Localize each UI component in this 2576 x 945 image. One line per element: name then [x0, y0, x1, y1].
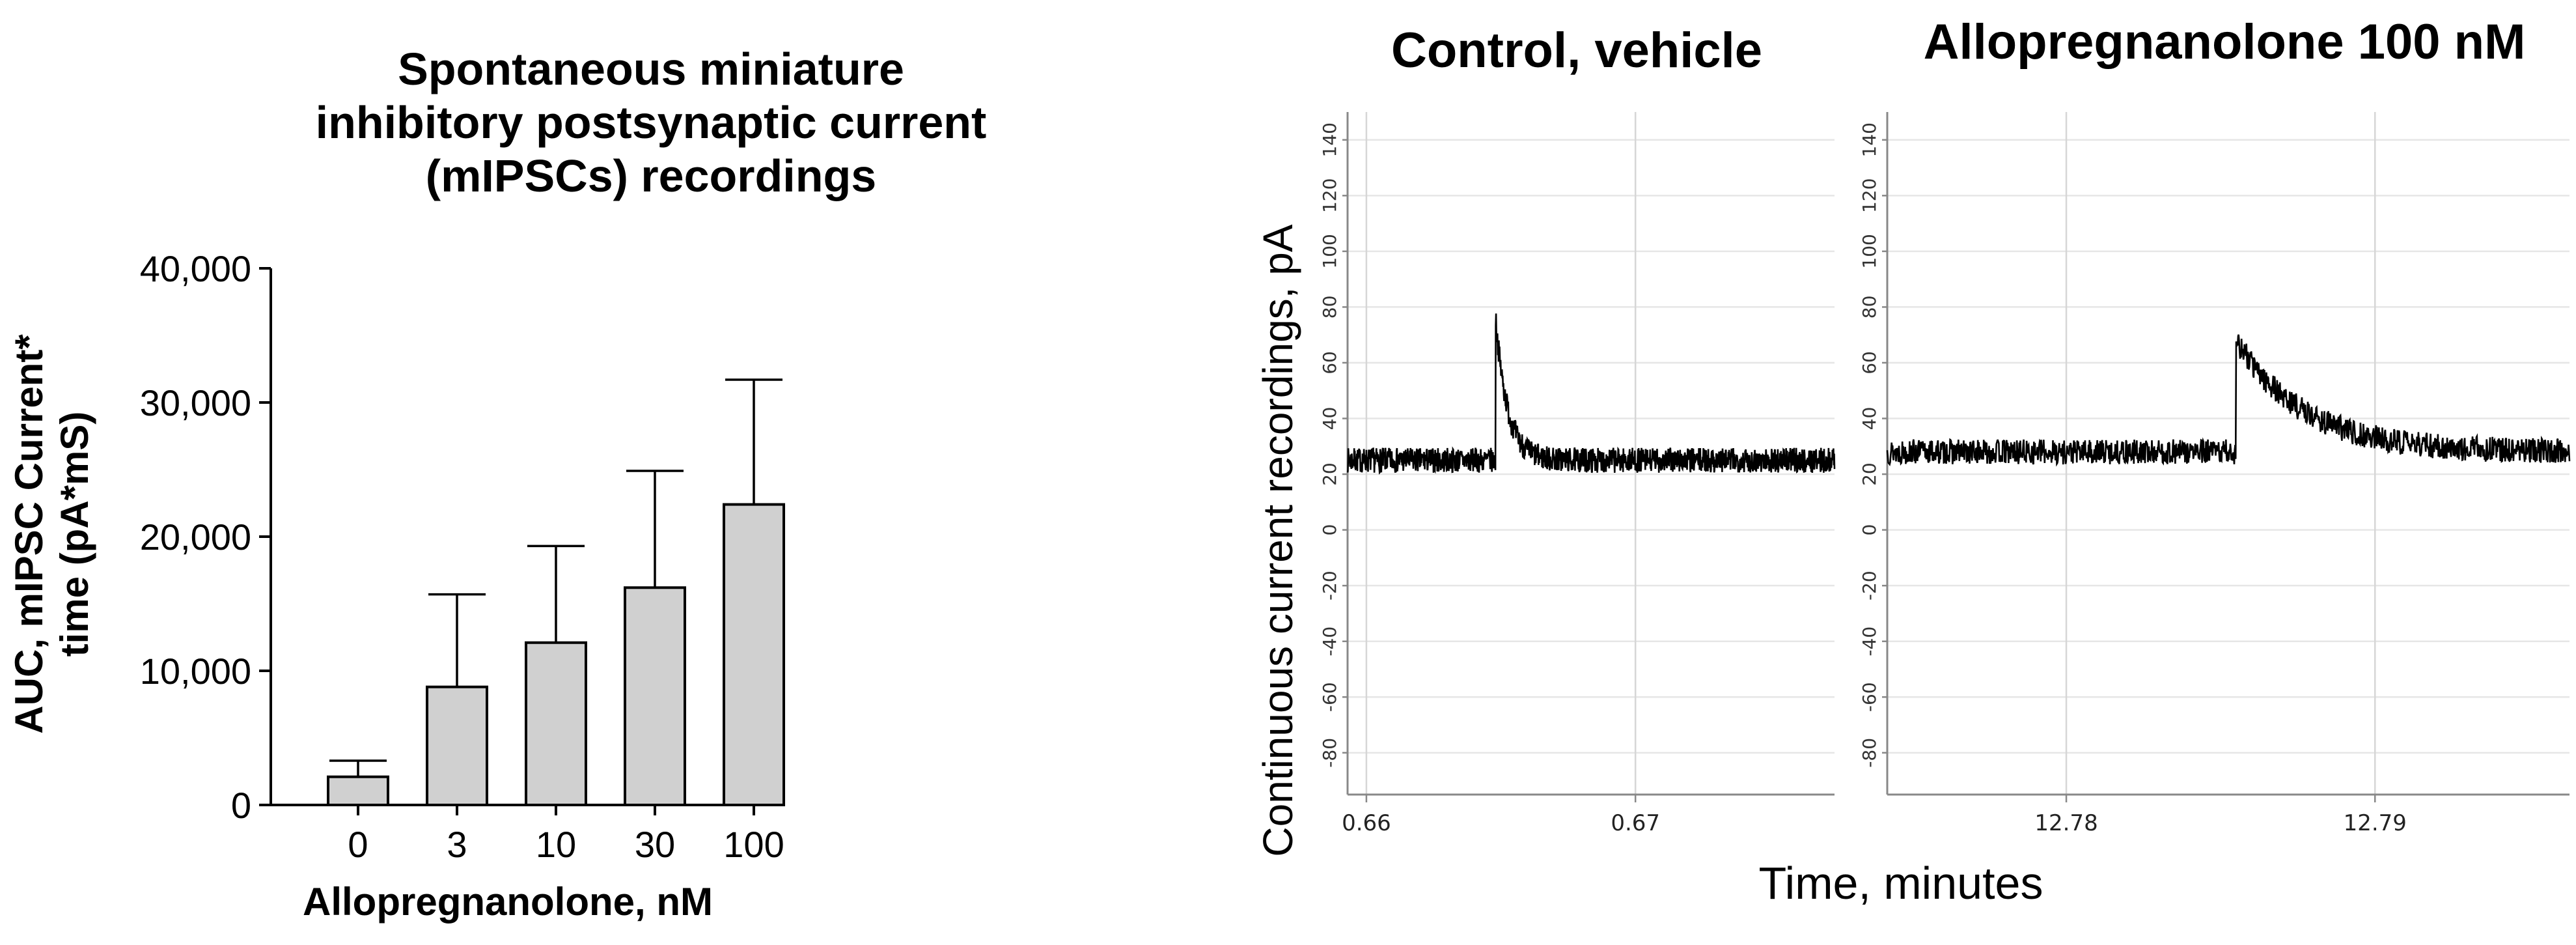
bar-30 — [624, 586, 686, 807]
trace-y-tick-label: -80 — [1859, 738, 1880, 768]
allo-trace-panel: -80 -60 -40 -20 0 20 40 60 80 100 120 140 12.78 12.79 — [1859, 112, 2571, 836]
bar-chart-x-tick-label: 0 — [348, 824, 368, 865]
trace-y-tick-label: 140 — [1859, 122, 1880, 157]
trace-x-tick-label: 12.79 — [2344, 810, 2407, 836]
bar-chart-title-line-2: inhibitory postsynaptic current — [316, 97, 987, 148]
bar-chart: Spontaneous miniature inhibitory postsyn… — [7, 44, 986, 924]
trace-x-tick-label: 0.66 — [1342, 810, 1391, 836]
trace-y-tick-label: 100 — [1859, 234, 1880, 268]
bar-chart-y-axis-label: AUC, mIPSC Current* time (pA*mS) — [7, 334, 96, 734]
trace-y-tick-label: 100 — [1319, 234, 1340, 268]
trace-y-tick-label: -40 — [1319, 627, 1340, 656]
trace-y-tick-label: 80 — [1859, 296, 1880, 319]
bar-chart-ylabel-line-1: AUC, mIPSC Current* — [7, 334, 51, 734]
trace-y-tick-label: -60 — [1319, 682, 1340, 712]
time-axis-label: Time, minutes — [1759, 858, 2043, 909]
trace-y-tick-label: 20 — [1319, 462, 1340, 486]
bar-chart-x-tick-label: 30 — [635, 824, 675, 865]
trace-y-tick-label: -20 — [1319, 571, 1340, 600]
control-trace-panel: -80 -60 -40 -20 0 20 40 60 80 100 120 140 0.66 0.67 — [1319, 112, 1836, 836]
trace-y-tick-label: 40 — [1319, 407, 1340, 430]
bar-3 — [426, 685, 488, 806]
bar-chart-x-ticks: 0 3 10 30 100 — [348, 805, 784, 865]
bar-chart-title-line-3: (mIPSCs) recordings — [426, 150, 876, 201]
trace-y-tick-label: -20 — [1859, 571, 1880, 600]
bar-chart-x-tick-label: 10 — [536, 824, 576, 865]
bar-0 — [327, 775, 389, 806]
bar-chart-bars — [327, 378, 785, 807]
trace-y-tick-label: 140 — [1319, 122, 1340, 157]
trace-y-tick-label: 80 — [1319, 296, 1340, 319]
bar-chart-y-tick-label: 0 — [231, 785, 251, 826]
trace-y-tick-label: -60 — [1859, 682, 1880, 712]
allo-panel-title: Allopregnanolone 100 nM — [1924, 14, 2526, 70]
trace-y-tick-label: 40 — [1859, 407, 1880, 430]
bar-chart-y-ticks: 0 10,000 20,000 30,000 40,000 — [140, 248, 271, 826]
trace-y-tick-label: 60 — [1319, 351, 1340, 374]
trace-y-tick-label: 60 — [1859, 351, 1880, 374]
bar-chart-y-tick-label: 30,000 — [140, 382, 251, 423]
trace-y-tick-label: 120 — [1859, 178, 1880, 213]
trace-y-tick-label: 0 — [1859, 524, 1880, 536]
trace-y-tick-label: -40 — [1859, 627, 1880, 656]
bar-chart-y-tick-label: 10,000 — [140, 651, 251, 692]
trace-y-tick-label: 120 — [1319, 178, 1340, 213]
trace-y-axis-label: Continuous current recordings, pA — [1254, 224, 1301, 857]
current-trace — [1886, 334, 2571, 467]
bar-chart-x-tick-label: 3 — [447, 824, 467, 865]
trace-x-tick-label: 0.67 — [1611, 810, 1660, 836]
bar-chart-y-tick-label: 20,000 — [140, 516, 251, 557]
bar-chart-ylabel-line-2: time (pA*mS) — [53, 412, 96, 657]
bar-10 — [525, 641, 587, 806]
bar-chart-xlabel: Allopregnanolone, nM — [303, 880, 713, 924]
bar-chart-title-line-1: Spontaneous miniature — [398, 44, 904, 94]
bar-chart-x-tick-label: 100 — [723, 824, 784, 865]
bar-chart-y-tick-label: 40,000 — [140, 248, 251, 289]
trace-y-tick-label: 20 — [1859, 462, 1880, 486]
control-panel-title: Control, vehicle — [1391, 23, 1762, 78]
trace-y-tick-label: 0 — [1319, 524, 1340, 536]
trace-y-tick-label: -80 — [1319, 738, 1340, 768]
trace-x-tick-label: 12.78 — [2034, 810, 2098, 836]
current-trace — [1346, 313, 1836, 475]
bar-100 — [723, 503, 785, 806]
